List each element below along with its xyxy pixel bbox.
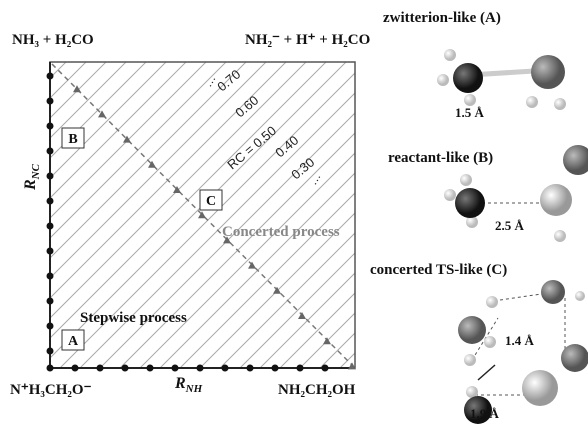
hatch-line (0, 58, 50, 368)
corner-label: NH₂⁻ + H⁺ + H₂CO (245, 32, 370, 48)
hatch-line (160, 58, 470, 368)
stepwise-point (47, 198, 54, 205)
stepwise-point (47, 248, 54, 255)
region-label: Stepwise process (80, 310, 187, 326)
hatch-line (240, 58, 550, 368)
axis-symbol: R (22, 179, 39, 191)
hatch-line (280, 58, 588, 368)
stepwise-point (72, 365, 79, 372)
stepwise-point (247, 365, 254, 372)
structure-label: reactant-like (B) (388, 150, 493, 166)
hatch-line (180, 58, 490, 368)
axis-subscript: NH (185, 383, 203, 395)
distance-label: 1.5 Å (455, 105, 485, 120)
stepwise-point (47, 173, 54, 180)
distance-label: 1.4 Å (505, 333, 535, 348)
structure-label: concerted TS-like (C) (370, 262, 507, 278)
stepwise-point (297, 365, 304, 372)
molecule (458, 280, 588, 424)
structure-label: zwitterion-like (A) (383, 10, 501, 26)
contour-label: RC = 0.50 (224, 123, 279, 172)
stepwise-point (172, 365, 179, 372)
axis-subscript: NC (30, 163, 42, 180)
box-label: C (206, 194, 216, 209)
stepwise-point (147, 365, 154, 372)
stepwise-point (47, 148, 54, 155)
stepwise-point (47, 323, 54, 330)
stepwise-point (47, 223, 54, 230)
hatch-line (260, 58, 570, 368)
stepwise-point (47, 273, 54, 280)
stepwise-point (47, 348, 54, 355)
stepwise-point (97, 365, 104, 372)
distance-label: 2.5 Å (495, 218, 525, 233)
axis-label: RNH (174, 375, 203, 395)
hatch-line (0, 58, 70, 368)
stepwise-point (47, 73, 54, 80)
stepwise-point (122, 365, 129, 372)
corner-label: N⁺H₃CH₂O⁻ (10, 382, 92, 398)
box-label: B (68, 132, 77, 147)
contour-label: 0.40 (272, 133, 301, 161)
stepwise-point (322, 365, 329, 372)
concerted-point (298, 312, 306, 319)
contour-label: 0.60 (232, 93, 261, 121)
stepwise-point (197, 365, 204, 372)
axis-symbol: R (174, 375, 186, 392)
axis-label: RNC (22, 163, 42, 191)
stepwise-point (47, 123, 54, 130)
stepwise-point (272, 365, 279, 372)
box-label: A (68, 334, 79, 349)
corner-label: NH₂CH₂OH (278, 382, 356, 398)
distance-label: 1.9 Å (470, 406, 500, 421)
corner-label: NH₃ + H₂CO (12, 32, 94, 48)
stepwise-point (47, 365, 54, 372)
region-label: Concerted process (222, 224, 340, 240)
stepwise-point (47, 98, 54, 105)
stepwise-point (47, 298, 54, 305)
ellipsis: … (200, 72, 218, 89)
figure: NH₃ + H₂CO NH₂⁻ + H⁺ + H₂CO N⁺H₃CH₂O⁻ NH… (0, 0, 588, 432)
stepwise-point (222, 365, 229, 372)
contour-label: 0.70 (214, 67, 243, 95)
molecule (437, 49, 566, 110)
hatch-line (0, 58, 90, 368)
